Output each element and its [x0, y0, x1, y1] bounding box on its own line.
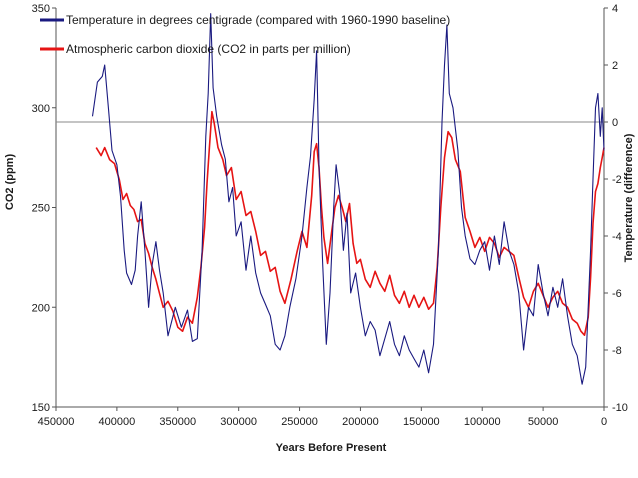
x-tick-label: 250000: [281, 416, 318, 428]
y-right-tick-label: -6: [612, 288, 622, 300]
y-axis-left-title: CO2 (ppm): [4, 154, 16, 211]
y-left-tick-label: 200: [32, 302, 50, 314]
legend-label-co2: Atmospheric carbon dioxide (CO2 in parts…: [66, 42, 351, 56]
y-right-tick-label: 4: [612, 3, 618, 15]
x-tick-label: 150000: [403, 416, 440, 428]
y-right-tick-label: -4: [612, 231, 622, 243]
plot-frame: [55, 8, 605, 408]
x-tick-label: 400000: [99, 416, 136, 428]
x-tick-label: 200000: [342, 416, 379, 428]
y-right-tick-label: -2: [612, 174, 622, 186]
x-tick-label: 300000: [220, 416, 257, 428]
y-right-tick-label: 0: [612, 117, 618, 129]
y-right-tick-label: -10: [612, 402, 628, 414]
y-left-tick-label: 150: [32, 402, 50, 414]
x-tick-label: 0: [601, 416, 607, 428]
temperature-series-line: [91, 13, 605, 385]
legend: Temperature in degrees centigrade (compa…: [40, 13, 450, 56]
y-axis-right-title: Temperature (difference): [623, 133, 635, 262]
tick-labels: 450000 400000 350000 300000 250000 200000 1500…: [32, 3, 628, 428]
y-left-tick-label: 250: [32, 203, 50, 215]
legend-label-temperature: Temperature in degrees centigrade (compa…: [66, 13, 450, 27]
y-left-tick-label: 350: [32, 3, 50, 15]
y-right-tick-label: -8: [612, 345, 622, 357]
y-right-tick-label: 2: [612, 60, 618, 72]
co2-series-line: [95, 110, 605, 337]
x-axis-title: Years Before Present: [276, 442, 387, 454]
series-lines: [91, 13, 605, 385]
x-tick-label: 450000: [38, 416, 75, 428]
x-tick-label: 100000: [464, 416, 501, 428]
x-tick-label: 350000: [159, 416, 196, 428]
x-tick-label: 50000: [528, 416, 559, 428]
y-left-tick-label: 300: [32, 103, 50, 115]
